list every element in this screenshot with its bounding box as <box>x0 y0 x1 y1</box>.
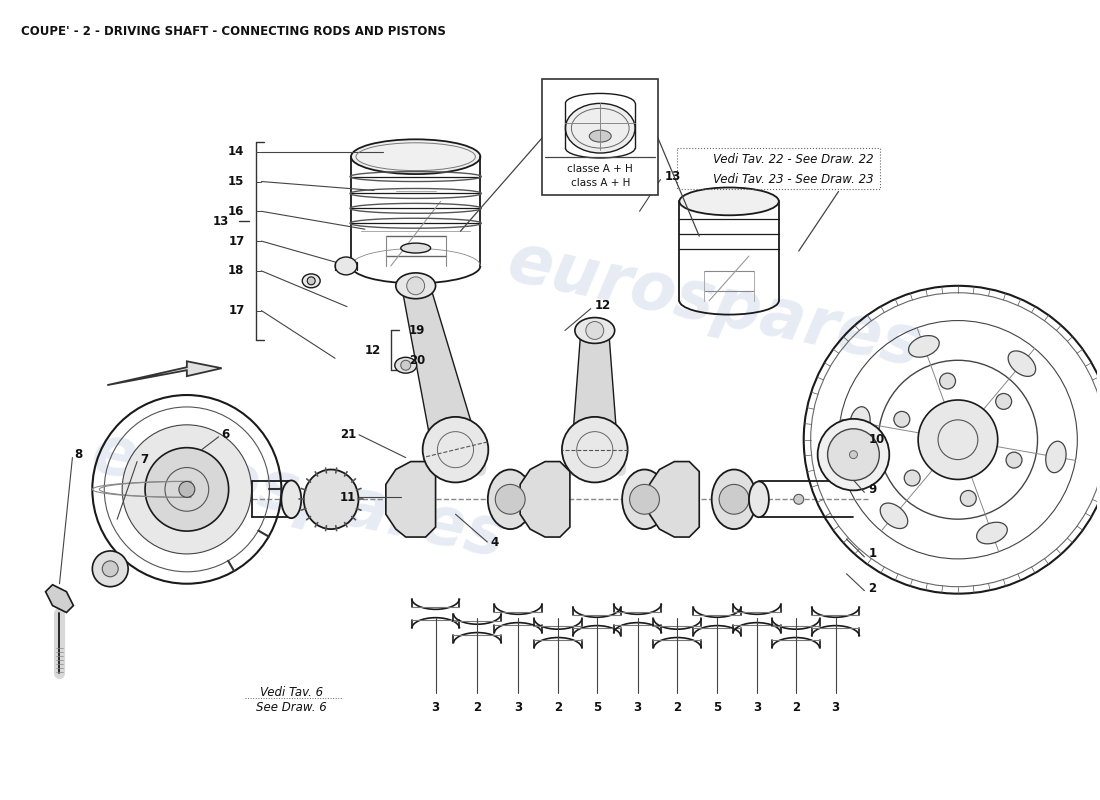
Text: 3: 3 <box>832 702 839 714</box>
Text: 8: 8 <box>75 448 82 461</box>
Ellipse shape <box>712 470 757 529</box>
Ellipse shape <box>590 130 612 142</box>
Circle shape <box>894 411 910 427</box>
Text: 4: 4 <box>491 535 498 549</box>
Text: 11: 11 <box>340 491 356 504</box>
Text: 2: 2 <box>868 582 877 595</box>
Ellipse shape <box>749 482 769 517</box>
Circle shape <box>400 360 410 370</box>
Text: 3: 3 <box>514 702 522 714</box>
Text: 12: 12 <box>364 344 381 357</box>
Text: 18: 18 <box>228 265 244 278</box>
Text: 21: 21 <box>340 428 356 442</box>
Ellipse shape <box>400 243 430 253</box>
Text: class A + H: class A + H <box>571 178 630 188</box>
Circle shape <box>794 494 804 504</box>
Ellipse shape <box>880 503 907 529</box>
Circle shape <box>1006 452 1022 468</box>
Polygon shape <box>107 362 222 385</box>
Circle shape <box>849 450 857 458</box>
Text: 19: 19 <box>409 324 425 337</box>
Circle shape <box>562 417 628 482</box>
Text: 2: 2 <box>673 702 681 714</box>
Ellipse shape <box>351 139 481 174</box>
Circle shape <box>586 322 604 339</box>
Ellipse shape <box>426 422 485 467</box>
Text: Vedi Tav. 22 - See Draw. 22: Vedi Tav. 22 - See Draw. 22 <box>713 153 873 166</box>
Circle shape <box>122 425 252 554</box>
Polygon shape <box>403 282 477 455</box>
Text: See Draw. 6: See Draw. 6 <box>256 702 327 714</box>
FancyBboxPatch shape <box>542 79 659 195</box>
Text: 16: 16 <box>228 205 244 218</box>
Circle shape <box>918 400 998 479</box>
Text: 5: 5 <box>713 702 722 714</box>
Text: 13: 13 <box>664 170 681 183</box>
Text: eurospares: eurospares <box>86 419 512 571</box>
Text: 17: 17 <box>229 234 244 248</box>
Text: eurospares: eurospares <box>502 229 927 381</box>
Ellipse shape <box>909 336 939 358</box>
Text: 2: 2 <box>473 702 482 714</box>
Ellipse shape <box>304 470 359 529</box>
Text: 9: 9 <box>868 483 877 496</box>
Text: 15: 15 <box>228 175 244 188</box>
Text: 2: 2 <box>792 702 800 714</box>
Text: 13: 13 <box>212 214 229 228</box>
Ellipse shape <box>1008 351 1036 376</box>
Text: 12: 12 <box>595 299 610 312</box>
Text: 7: 7 <box>140 453 148 466</box>
Ellipse shape <box>575 318 615 343</box>
Circle shape <box>422 417 488 482</box>
Text: 3: 3 <box>752 702 761 714</box>
Polygon shape <box>45 585 74 613</box>
Circle shape <box>407 277 425 294</box>
Polygon shape <box>572 330 618 450</box>
Ellipse shape <box>623 470 667 529</box>
Polygon shape <box>386 462 436 537</box>
Circle shape <box>179 482 195 498</box>
Circle shape <box>996 394 1012 410</box>
Text: 2: 2 <box>554 702 562 714</box>
Circle shape <box>827 429 879 481</box>
Ellipse shape <box>565 422 625 467</box>
Circle shape <box>817 419 889 490</box>
Circle shape <box>145 448 229 531</box>
Ellipse shape <box>487 470 532 529</box>
Polygon shape <box>520 462 570 537</box>
Text: 17: 17 <box>229 304 244 317</box>
Circle shape <box>939 373 956 389</box>
Circle shape <box>92 551 128 586</box>
Ellipse shape <box>282 481 301 518</box>
Ellipse shape <box>395 358 417 373</box>
Text: classe A + H: classe A + H <box>568 164 634 174</box>
Polygon shape <box>649 462 700 537</box>
Text: 20: 20 <box>409 354 425 366</box>
Circle shape <box>307 277 316 285</box>
Ellipse shape <box>302 274 320 288</box>
Circle shape <box>629 485 659 514</box>
Text: Vedi Tav. 6: Vedi Tav. 6 <box>260 686 323 699</box>
Circle shape <box>719 485 749 514</box>
Text: 14: 14 <box>228 146 244 158</box>
Text: 6: 6 <box>222 428 230 442</box>
Text: 10: 10 <box>868 434 884 446</box>
Circle shape <box>495 485 525 514</box>
Ellipse shape <box>977 522 1008 544</box>
Text: COUPE' - 2 - DRIVING SHAFT - CONNECTING RODS AND PISTONS: COUPE' - 2 - DRIVING SHAFT - CONNECTING … <box>21 25 446 38</box>
Ellipse shape <box>680 187 779 215</box>
Text: Vedi Tav. 23 - See Draw. 23: Vedi Tav. 23 - See Draw. 23 <box>713 173 873 186</box>
Circle shape <box>102 561 118 577</box>
Ellipse shape <box>396 273 436 298</box>
Ellipse shape <box>336 257 358 275</box>
Text: 5: 5 <box>593 702 601 714</box>
Text: 1: 1 <box>868 547 877 561</box>
Ellipse shape <box>850 406 870 438</box>
Circle shape <box>960 490 977 506</box>
Ellipse shape <box>1046 442 1066 473</box>
Text: 3: 3 <box>634 702 641 714</box>
Circle shape <box>904 470 921 486</box>
Text: 3: 3 <box>431 702 440 714</box>
Ellipse shape <box>565 103 635 153</box>
